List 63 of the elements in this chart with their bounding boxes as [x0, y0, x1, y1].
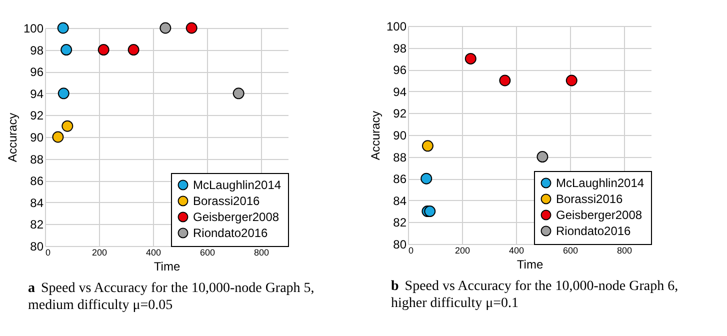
- x-axis-title: Time: [154, 260, 180, 274]
- legend-label: Geisberger2008: [193, 210, 280, 224]
- point: [62, 120, 74, 132]
- y-axis-title: Accuracy: [5, 112, 20, 162]
- y-tick-label: 94: [30, 86, 44, 101]
- point: [57, 22, 69, 34]
- x-tick-label: 600: [200, 248, 216, 258]
- point: [566, 74, 578, 86]
- legend-label: McLaughlin2014: [193, 178, 282, 192]
- y-tick-label: 80: [30, 240, 44, 254]
- y-tick-label: 90: [393, 128, 407, 142]
- x-tick-label: 400: [146, 248, 162, 258]
- legend-label: Geisberger2008: [556, 208, 642, 222]
- legend-label: Riondato2016: [556, 224, 632, 238]
- point: [160, 22, 172, 34]
- y-tick-label: 84: [393, 194, 407, 208]
- y-tick-label: 98: [393, 41, 407, 56]
- point: [536, 151, 548, 163]
- y-tick-label: 96: [30, 65, 44, 80]
- point: [60, 44, 72, 56]
- point: [52, 131, 64, 143]
- y-tick-label: 92: [30, 108, 44, 123]
- legend-label: Riondato2016: [193, 226, 268, 240]
- y-tick-label: 98: [30, 43, 44, 58]
- x-tick-label: 400: [508, 246, 524, 256]
- y-tick-label: 100: [23, 22, 44, 36]
- y-tick-label: 82: [30, 218, 44, 232]
- x-tick-label: 600: [562, 246, 578, 256]
- point: [422, 140, 434, 152]
- y-tick-label: 90: [30, 130, 44, 144]
- point: [499, 74, 511, 86]
- y-tick-label: 80: [393, 238, 407, 252]
- legend-label: Borassi2016: [556, 192, 624, 206]
- y-tick-label: 100: [386, 20, 407, 34]
- text: a: [28, 281, 35, 296]
- point: [232, 88, 244, 100]
- legend-label: McLaughlin2014: [556, 176, 644, 190]
- x-tick-label: 200: [454, 246, 470, 256]
- text: b: [391, 279, 399, 294]
- y-tick-label: 86: [30, 174, 44, 188]
- legend-label: Borassi2016: [193, 194, 260, 208]
- y-tick-label: 86: [393, 172, 407, 186]
- y-tick-label: 88: [393, 150, 407, 164]
- point: [464, 52, 476, 64]
- y-tick-label: 92: [393, 106, 407, 121]
- x-tick-label: 0: [46, 248, 51, 258]
- point: [424, 206, 436, 218]
- y-tick-label: 84: [30, 196, 44, 210]
- y-tick-label: 88: [30, 152, 44, 166]
- y-axis-title: Accuracy: [368, 110, 382, 160]
- x-tick-label: 800: [616, 246, 632, 256]
- point: [128, 44, 140, 56]
- x-axis-title: Time: [516, 258, 544, 272]
- x-tick-label: 200: [92, 248, 108, 258]
- point: [58, 88, 70, 100]
- point: [420, 172, 432, 184]
- y-tick-label: 94: [393, 84, 407, 99]
- point: [186, 22, 198, 34]
- y-tick-label: 82: [393, 216, 407, 230]
- x-tick-label: 0: [408, 246, 414, 256]
- point: [98, 44, 110, 56]
- x-tick-label: 800: [254, 248, 270, 258]
- y-tick-label: 96: [393, 63, 407, 78]
